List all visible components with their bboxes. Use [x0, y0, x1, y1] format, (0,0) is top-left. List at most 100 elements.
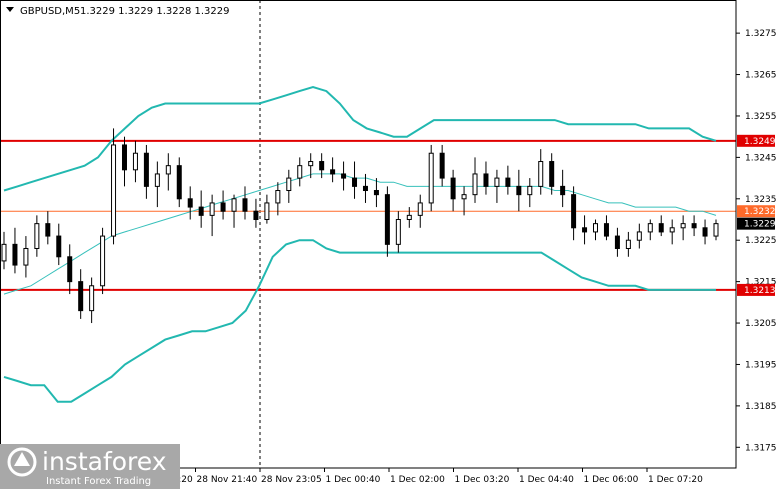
candle-body-bear: [450, 177, 456, 200]
candle: [1, 231, 7, 270]
collapse-triangle-icon[interactable]: [6, 7, 14, 12]
candle: [308, 153, 314, 179]
y-tick-label: 1.3225: [745, 236, 777, 246]
candle: [187, 186, 193, 220]
candle: [12, 227, 18, 274]
candle: [198, 190, 204, 228]
candle-body-bear: [362, 185, 368, 192]
y-tick-label: 1.3175: [745, 443, 777, 453]
bollinger-upper-line: [3, 85, 717, 192]
candle-body-bull: [308, 161, 314, 167]
candle: [209, 194, 215, 237]
candle-body-bear: [242, 198, 248, 212]
watermark-brand: instaforex: [42, 447, 167, 476]
candle: [143, 144, 149, 199]
moving-average-line: [3, 173, 717, 295]
candle-body-bear: [614, 235, 620, 249]
candle-body-bull: [23, 247, 29, 266]
candle-body-bear: [143, 152, 149, 187]
candle-body-bear: [12, 243, 18, 266]
price-tag-1-3229: [737, 217, 775, 230]
candle-body-bull: [472, 173, 478, 196]
candle: [165, 153, 171, 191]
candle: [625, 231, 631, 257]
candle: [472, 157, 478, 203]
candle-body-bull: [209, 202, 215, 216]
candle: [220, 190, 226, 220]
candle: [647, 219, 653, 241]
candle-body-bull: [527, 185, 533, 196]
price-tag-label: 1.3249: [744, 137, 776, 147]
price-tag-1-3213: [737, 283, 775, 296]
candle-body-bull: [34, 223, 40, 249]
bollinger-lower-line: [3, 239, 716, 403]
y-tick-label: 1.3275: [745, 29, 777, 39]
candle: [603, 215, 609, 241]
candle-body-bear: [582, 227, 588, 233]
price-tag-1-3249: [737, 134, 775, 147]
candle-body-bull: [625, 239, 631, 249]
candle: [571, 186, 577, 241]
candle-body-bull: [111, 144, 117, 237]
candle: [362, 173, 368, 203]
candle-body-bull: [165, 165, 171, 175]
price-tag-label: 1.3229: [744, 220, 776, 230]
candle-body-bull: [593, 223, 599, 233]
candle: [614, 227, 620, 257]
price-tag-label: 1.3232: [744, 207, 776, 217]
candle-body-bear: [373, 190, 379, 196]
candle: [582, 215, 588, 245]
y-tick-label: 1.3215: [745, 278, 777, 288]
candle: [505, 165, 511, 195]
candle-body-bear: [516, 185, 522, 196]
candle-body-bear: [187, 198, 193, 208]
candle: [439, 144, 445, 187]
candle: [132, 140, 138, 183]
instaforex-watermark: instaforex Instant Forex Trading: [0, 444, 180, 489]
candle: [636, 223, 642, 249]
candle: [373, 178, 379, 208]
candle: [67, 244, 73, 295]
candle-body-bear: [56, 235, 62, 258]
candle: [669, 219, 675, 245]
candle: [593, 219, 599, 241]
candle-body-bull: [89, 285, 95, 312]
candle-body-bear: [341, 173, 347, 179]
candle-body-bear: [78, 281, 84, 312]
candle: [395, 211, 401, 253]
x-tick-label: 1 Dec 00:40: [326, 475, 381, 485]
price-tag-1-3232: [737, 205, 775, 218]
x-tick-label: 1 Dec 07:20: [648, 475, 703, 485]
y-tick-label: 1.3185: [745, 402, 777, 412]
candle: [406, 207, 412, 228]
candle: [691, 215, 697, 237]
candle: [330, 157, 336, 183]
candle-body-bear: [352, 177, 358, 187]
candle-body-bear: [220, 202, 226, 212]
candle: [275, 182, 281, 216]
candle-body-bear: [702, 227, 708, 237]
y-tick-label: 1.3235: [745, 195, 777, 205]
candle: [100, 227, 106, 295]
candle: [352, 161, 358, 199]
candle: [297, 157, 303, 187]
candle: [702, 219, 708, 245]
candle-body-bear: [330, 169, 336, 175]
candle: [516, 169, 522, 212]
candle: [341, 161, 347, 191]
candle: [56, 223, 62, 266]
candle: [713, 219, 719, 241]
candle: [658, 215, 664, 237]
candle: [242, 186, 248, 220]
candle-body-bull: [275, 190, 281, 204]
candle-body-bull: [713, 223, 719, 237]
candle-body-bull: [417, 202, 423, 216]
candle: [494, 169, 500, 203]
indicators-layer: [3, 85, 717, 403]
candle-body-bull: [100, 235, 106, 287]
candle-body-bull: [264, 202, 270, 221]
y-tick-label: 1.3205: [745, 319, 777, 329]
candle-body-bear: [505, 177, 511, 187]
